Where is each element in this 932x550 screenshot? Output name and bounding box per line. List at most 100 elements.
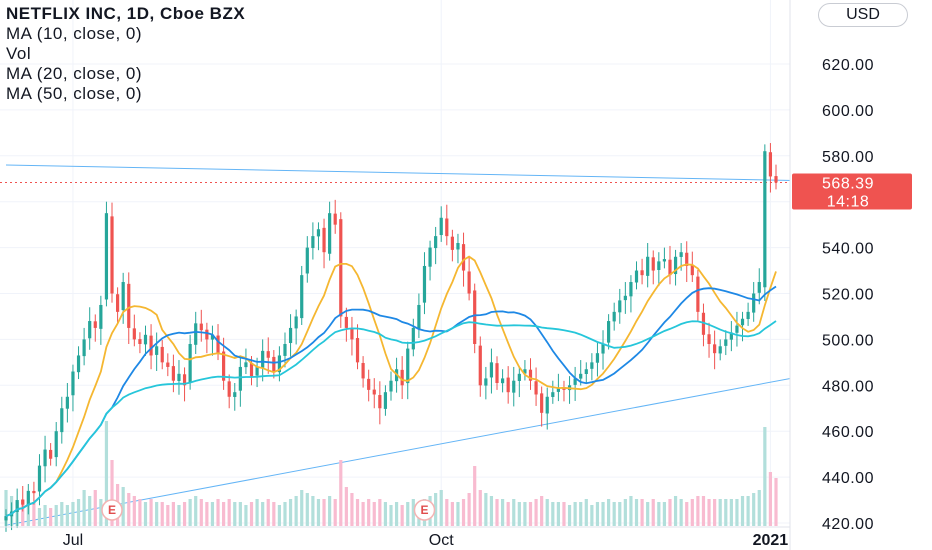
candle	[517, 373, 521, 381]
candle	[99, 304, 103, 329]
candle	[713, 344, 717, 354]
candle	[461, 244, 466, 271]
volume-bar	[294, 496, 298, 526]
volume-bar	[724, 499, 728, 526]
volume-bar	[350, 493, 354, 526]
volume-bar	[88, 496, 92, 526]
volume-bar	[210, 502, 215, 526]
candle	[523, 369, 527, 374]
candle	[378, 395, 382, 409]
volume-bar	[361, 502, 365, 526]
candle	[668, 259, 672, 276]
candle	[4, 516, 8, 521]
candle	[372, 389, 376, 395]
candle	[210, 334, 215, 340]
volume-bar	[132, 496, 136, 526]
volume-bar	[495, 499, 499, 526]
legend-ma20[interactable]: MA (20, close, 0)	[6, 64, 143, 83]
candle	[685, 252, 689, 266]
volume-bar	[445, 499, 449, 526]
legend-ma10[interactable]: MA (10, close, 0)	[6, 24, 143, 43]
candle	[54, 431, 58, 458]
candle	[65, 396, 69, 409]
volume-bar	[746, 496, 750, 526]
volume-bar	[618, 502, 622, 526]
volume-bar	[149, 499, 153, 526]
y-tick-label: 480.00	[822, 378, 874, 395]
y-tick-label: 520.00	[822, 287, 874, 304]
candle	[177, 373, 181, 381]
volume-bar	[49, 508, 53, 526]
candle	[601, 343, 605, 354]
candle	[456, 243, 460, 250]
candle	[115, 294, 120, 312]
candle	[640, 270, 644, 276]
volume-bar	[517, 502, 521, 526]
candle	[774, 176, 778, 183]
volume-bar	[283, 502, 287, 526]
volume-bar	[205, 502, 209, 526]
legend-volume[interactable]: Vol	[6, 44, 32, 63]
candle	[763, 151, 767, 288]
volume-bar	[110, 460, 114, 526]
candle	[612, 311, 616, 322]
volume-bar	[456, 502, 460, 526]
volume-bar	[612, 502, 616, 526]
candle	[199, 323, 203, 331]
volume-bar	[143, 502, 148, 526]
candle	[467, 271, 471, 294]
volume-bar	[500, 499, 505, 526]
candle	[551, 392, 555, 397]
candle	[383, 392, 388, 409]
currency-button[interactable]: USD	[818, 3, 908, 27]
candle	[261, 350, 265, 368]
candle	[93, 321, 97, 328]
volume-bar	[54, 505, 58, 526]
volume-bar	[673, 496, 678, 526]
candle	[679, 252, 683, 257]
y-tick-label: 460.00	[822, 424, 874, 441]
volume-bar	[32, 502, 36, 526]
volume-bar	[372, 502, 376, 526]
y-tick-label: 440.00	[822, 470, 874, 487]
candle	[188, 343, 192, 383]
candle	[155, 346, 159, 355]
candle	[422, 265, 427, 303]
candle	[194, 323, 198, 345]
candle	[88, 321, 92, 339]
volume-bar	[171, 502, 175, 526]
legend-ma50[interactable]: MA (50, close, 0)	[6, 84, 143, 103]
volume-bar	[344, 487, 348, 526]
volume-bar	[774, 478, 778, 526]
earnings-badge	[101, 499, 123, 521]
y-tick-label: 580.00	[822, 149, 874, 166]
volume-bar	[188, 499, 192, 526]
volume-bar	[623, 499, 627, 526]
candle	[339, 219, 343, 317]
volume-bar	[411, 499, 415, 526]
candle	[149, 335, 153, 356]
candle	[76, 355, 81, 373]
volume-bar	[634, 499, 639, 526]
candle	[205, 329, 209, 340]
volume-bar	[99, 499, 103, 526]
volume-bar	[378, 499, 382, 526]
candle	[556, 387, 560, 392]
candle	[294, 316, 298, 329]
candle	[623, 295, 627, 301]
candle	[439, 217, 443, 236]
candle	[305, 247, 309, 274]
volume-bar	[244, 505, 248, 526]
x-tick-label: 2021	[753, 532, 789, 549]
candle	[500, 378, 505, 384]
candle	[216, 335, 220, 354]
symbol-title[interactable]: NETFLIX INC, 1D, Cboe BZX	[6, 4, 246, 23]
volume-bar	[489, 496, 494, 526]
price-badge-box	[792, 173, 912, 210]
chart-legend: NETFLIX INC, 1D, Cboe BZX MA (10, close,…	[6, 4, 245, 104]
volume-bar	[629, 496, 633, 526]
candle	[651, 257, 655, 271]
candle	[746, 311, 750, 320]
volume-bar	[238, 502, 242, 526]
